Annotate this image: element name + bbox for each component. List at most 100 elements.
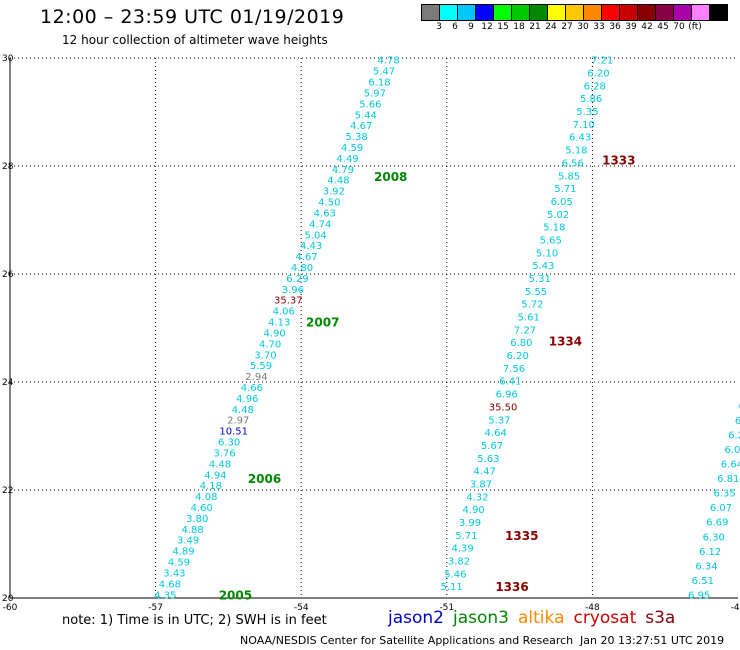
- legend-item-cryosat: cryosat: [573, 608, 637, 628]
- wave-height-value: 4.88: [182, 525, 204, 536]
- color-scale-label: 15: [497, 22, 509, 32]
- wave-height-value: 5.71: [554, 184, 576, 195]
- lat-tick-label: 24: [2, 378, 14, 388]
- wave-height-value: 4.35: [154, 590, 176, 601]
- wave-height-value: 2.94: [245, 372, 267, 383]
- page-title: 12:00 – 23:59 UTC 01/19/2019: [40, 6, 345, 28]
- wave-height-value: 4.18: [200, 481, 222, 492]
- wave-height-value: 5.61: [518, 313, 540, 324]
- wave-height-value: 7.10: [573, 120, 595, 131]
- wave-height-value: 6.69: [706, 518, 728, 529]
- wave-height-value: 4.67: [295, 252, 317, 263]
- lon-tick-label: -45: [731, 603, 740, 613]
- color-scale-label: 70: [673, 22, 685, 32]
- wave-height-value: 3.82: [448, 557, 470, 568]
- wave-height-value: 6.18: [368, 78, 390, 89]
- wave-height-value: 4.90: [264, 328, 286, 339]
- wave-height-value: 6.07: [710, 503, 732, 514]
- lat-tick-label: 20: [2, 594, 14, 604]
- orbit-pass-label: 1334: [549, 335, 582, 349]
- wave-height-value: 5.44: [355, 110, 377, 121]
- wave-height-value: 6.30: [703, 532, 725, 543]
- wave-height-value: 6.64: [721, 460, 740, 471]
- color-scale-cell: [709, 4, 728, 21]
- orbit-pass-label: 2007: [306, 316, 339, 330]
- color-scale-label: 45: [657, 22, 669, 32]
- wave-height-value: 6.20: [507, 351, 529, 362]
- note-text: note: 1) Time is in UTC; 2) SWH is in fe…: [62, 613, 327, 628]
- legend-item-altika: altika: [518, 608, 565, 628]
- wave-height-value: 5.43: [532, 261, 554, 272]
- wave-height-value: 6.29: [286, 274, 308, 285]
- wave-height-value: 5.18: [565, 146, 587, 157]
- wave-height-value: 4.08: [195, 492, 217, 503]
- lat-tick-label: 30: [2, 54, 14, 64]
- wave-height-value: 5.63: [477, 454, 499, 465]
- wave-height-value: 4.78: [377, 56, 399, 67]
- wave-height-value: 4.74: [309, 219, 331, 230]
- wave-height-value: 4.67: [350, 121, 372, 132]
- color-scale-label: 33: [593, 22, 605, 32]
- wave-height-value: 6.81: [717, 474, 739, 485]
- wave-height-value: 4.06: [273, 307, 295, 318]
- color-scale-label: 18: [513, 22, 525, 32]
- color-scale-bar: [421, 4, 728, 21]
- wave-height-value: 5.86: [580, 94, 602, 105]
- lat-tick-label: 26: [2, 270, 14, 280]
- wave-height-value: 6.20: [587, 69, 609, 80]
- wave-height-value: 5.55: [525, 287, 547, 298]
- wave-height-value: 5.85: [558, 171, 580, 182]
- color-scale-label: 3: [436, 22, 442, 32]
- wave-height-value: 6.35: [714, 489, 736, 500]
- color-scale-labels: 3 6 9 12 15 18 21 24 27 30 33 36 39 42 45 70 (ft): [422, 22, 740, 34]
- wave-height-value: 6.43: [569, 133, 591, 144]
- wave-height-value: 3.80: [186, 514, 208, 525]
- orbit-pass-label: 2006: [248, 472, 281, 486]
- wave-height-value: 3.92: [323, 187, 345, 198]
- wave-height-value: 4.43: [300, 241, 322, 252]
- wave-height-value: 7.21: [591, 56, 613, 67]
- wave-height-value: 4.64: [485, 428, 507, 439]
- wave-height-value: 4.68: [159, 579, 181, 590]
- satellite-legend: jason2 jason3 altika cryosat s3a: [388, 608, 684, 628]
- wave-height-value: 4.39: [452, 544, 474, 555]
- wave-height-value: 5.37: [488, 415, 510, 426]
- orbit-pass-label: 2005: [219, 588, 252, 602]
- wave-height-value: 6.28: [584, 81, 606, 92]
- wave-height-value: 6.12: [699, 547, 721, 558]
- wave-height-value: 5.71: [455, 531, 477, 542]
- wave-height-value: 3.43: [163, 568, 185, 579]
- page-subtitle: 12 hour collection of altimeter wave hei…: [62, 33, 328, 47]
- orbit-pass-label: 1336: [495, 580, 528, 594]
- wave-height-value: 5.47: [373, 67, 395, 78]
- wave-height-value: 5.66: [359, 99, 381, 110]
- color-scale-label: 27: [561, 22, 573, 32]
- wave-height-value: 4.80: [291, 263, 313, 274]
- wave-height-value: 5.67: [481, 441, 503, 452]
- timestamp-text: Jan 20 13:27:51 UTC 2019: [580, 634, 725, 647]
- wave-height-value: 3.70: [254, 350, 276, 361]
- wave-height-value: 3.76: [213, 448, 235, 459]
- wave-height-value: 35.37: [274, 296, 303, 307]
- wave-height-value: 4.90: [463, 505, 485, 516]
- wave-height-value: 4.13: [268, 318, 290, 329]
- wave-height-value: 7.27: [514, 325, 536, 336]
- wave-height-value: 5.11: [441, 582, 463, 593]
- wave-height-value: 4.94: [204, 470, 226, 481]
- color-scale-label: 36: [609, 22, 621, 32]
- lon-tick-label: -60: [3, 603, 18, 613]
- wave-height-value: 6.4: [739, 402, 740, 413]
- wave-height-value: 6.56: [562, 158, 584, 169]
- lon-tick-label: -57: [148, 603, 163, 613]
- wave-height-value: 5.38: [346, 132, 368, 143]
- wave-height-value: 5.18: [543, 223, 565, 234]
- wave-height-value: 4.32: [466, 492, 488, 503]
- wave-height-value: 4.48: [232, 405, 254, 416]
- wave-height-value: 4.49: [336, 154, 358, 165]
- wave-height-value: 3.99: [459, 518, 481, 529]
- orbit-pass-label: 1335: [505, 529, 538, 543]
- wave-height-value: 5.46: [444, 569, 466, 580]
- color-scale-label: 30: [577, 22, 589, 32]
- wave-height-value: 5.97: [364, 88, 386, 99]
